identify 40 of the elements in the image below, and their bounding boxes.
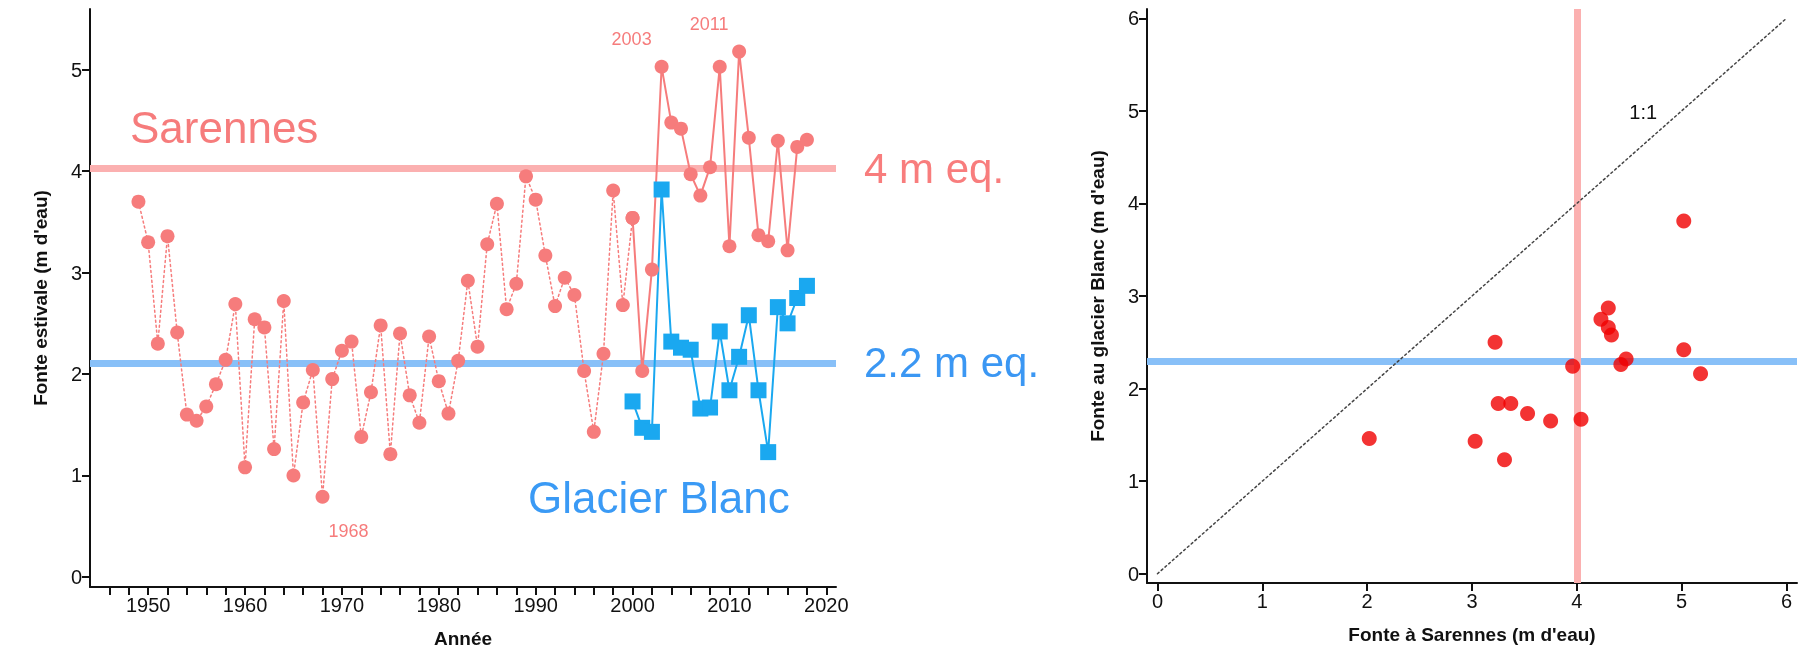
y-tick-label: 4 (70, 160, 82, 183)
series-label: Sarennes (130, 102, 319, 152)
x-tick-label: 2020 (804, 594, 849, 616)
y-tick-label: 0 (70, 565, 82, 588)
x-tick-label: 0 (1151, 590, 1164, 612)
annotation: 2011 (689, 13, 729, 34)
y-tick-label: 6 (1127, 7, 1139, 30)
y-tick-label: 2 (70, 363, 82, 386)
y-tick-label: 3 (70, 261, 82, 284)
annotation: 1:1 (1629, 101, 1658, 124)
y-axis-title: Fonte estivale (m d'eau) (30, 190, 51, 406)
x-tick-label: 1970 (319, 594, 365, 616)
x-tick-label: 6 (1780, 590, 1793, 612)
annotation: 2003 (611, 28, 652, 49)
x-tick-label: 4 (1571, 590, 1583, 612)
ref-line-label: 4 m eq. (864, 144, 1005, 192)
x-tick-label: 2000 (610, 594, 655, 616)
ref-line-label: 2.2 m eq. (864, 339, 1040, 387)
y-tick-label: 0 (1127, 562, 1139, 585)
x-tick-label: 2 (1361, 590, 1373, 612)
y-tick-label: 4 (1127, 192, 1139, 215)
y-tick-label: 5 (1127, 99, 1139, 122)
x-tick-label: 2010 (707, 594, 752, 616)
y-tick-label: 2 (1127, 377, 1139, 400)
x-tick-label: 3 (1466, 590, 1478, 612)
x-tick-label: 1 (1256, 590, 1268, 612)
x-tick-label: 1980 (416, 594, 462, 616)
y-tick-label: 3 (1127, 285, 1139, 307)
x-axis-title: Fonte à Sarennes (m d'eau) (1348, 624, 1596, 645)
annotation: 1968 (328, 520, 369, 541)
series-label: Glacier Blanc (528, 472, 790, 522)
x-axis-title: Année (433, 628, 493, 649)
y-tick-label: 1 (70, 464, 82, 487)
x-tick-label: 1960 (222, 594, 268, 616)
y-axis-title: Fonte au glacier Blanc (m d'eau) (1087, 150, 1108, 442)
y-tick-label: 1 (1127, 470, 1139, 493)
x-tick-label: 1950 (125, 594, 171, 616)
x-tick-label: 1990 (513, 594, 558, 616)
x-tick-label: 5 (1676, 590, 1688, 612)
y-tick-label: 5 (70, 58, 82, 81)
